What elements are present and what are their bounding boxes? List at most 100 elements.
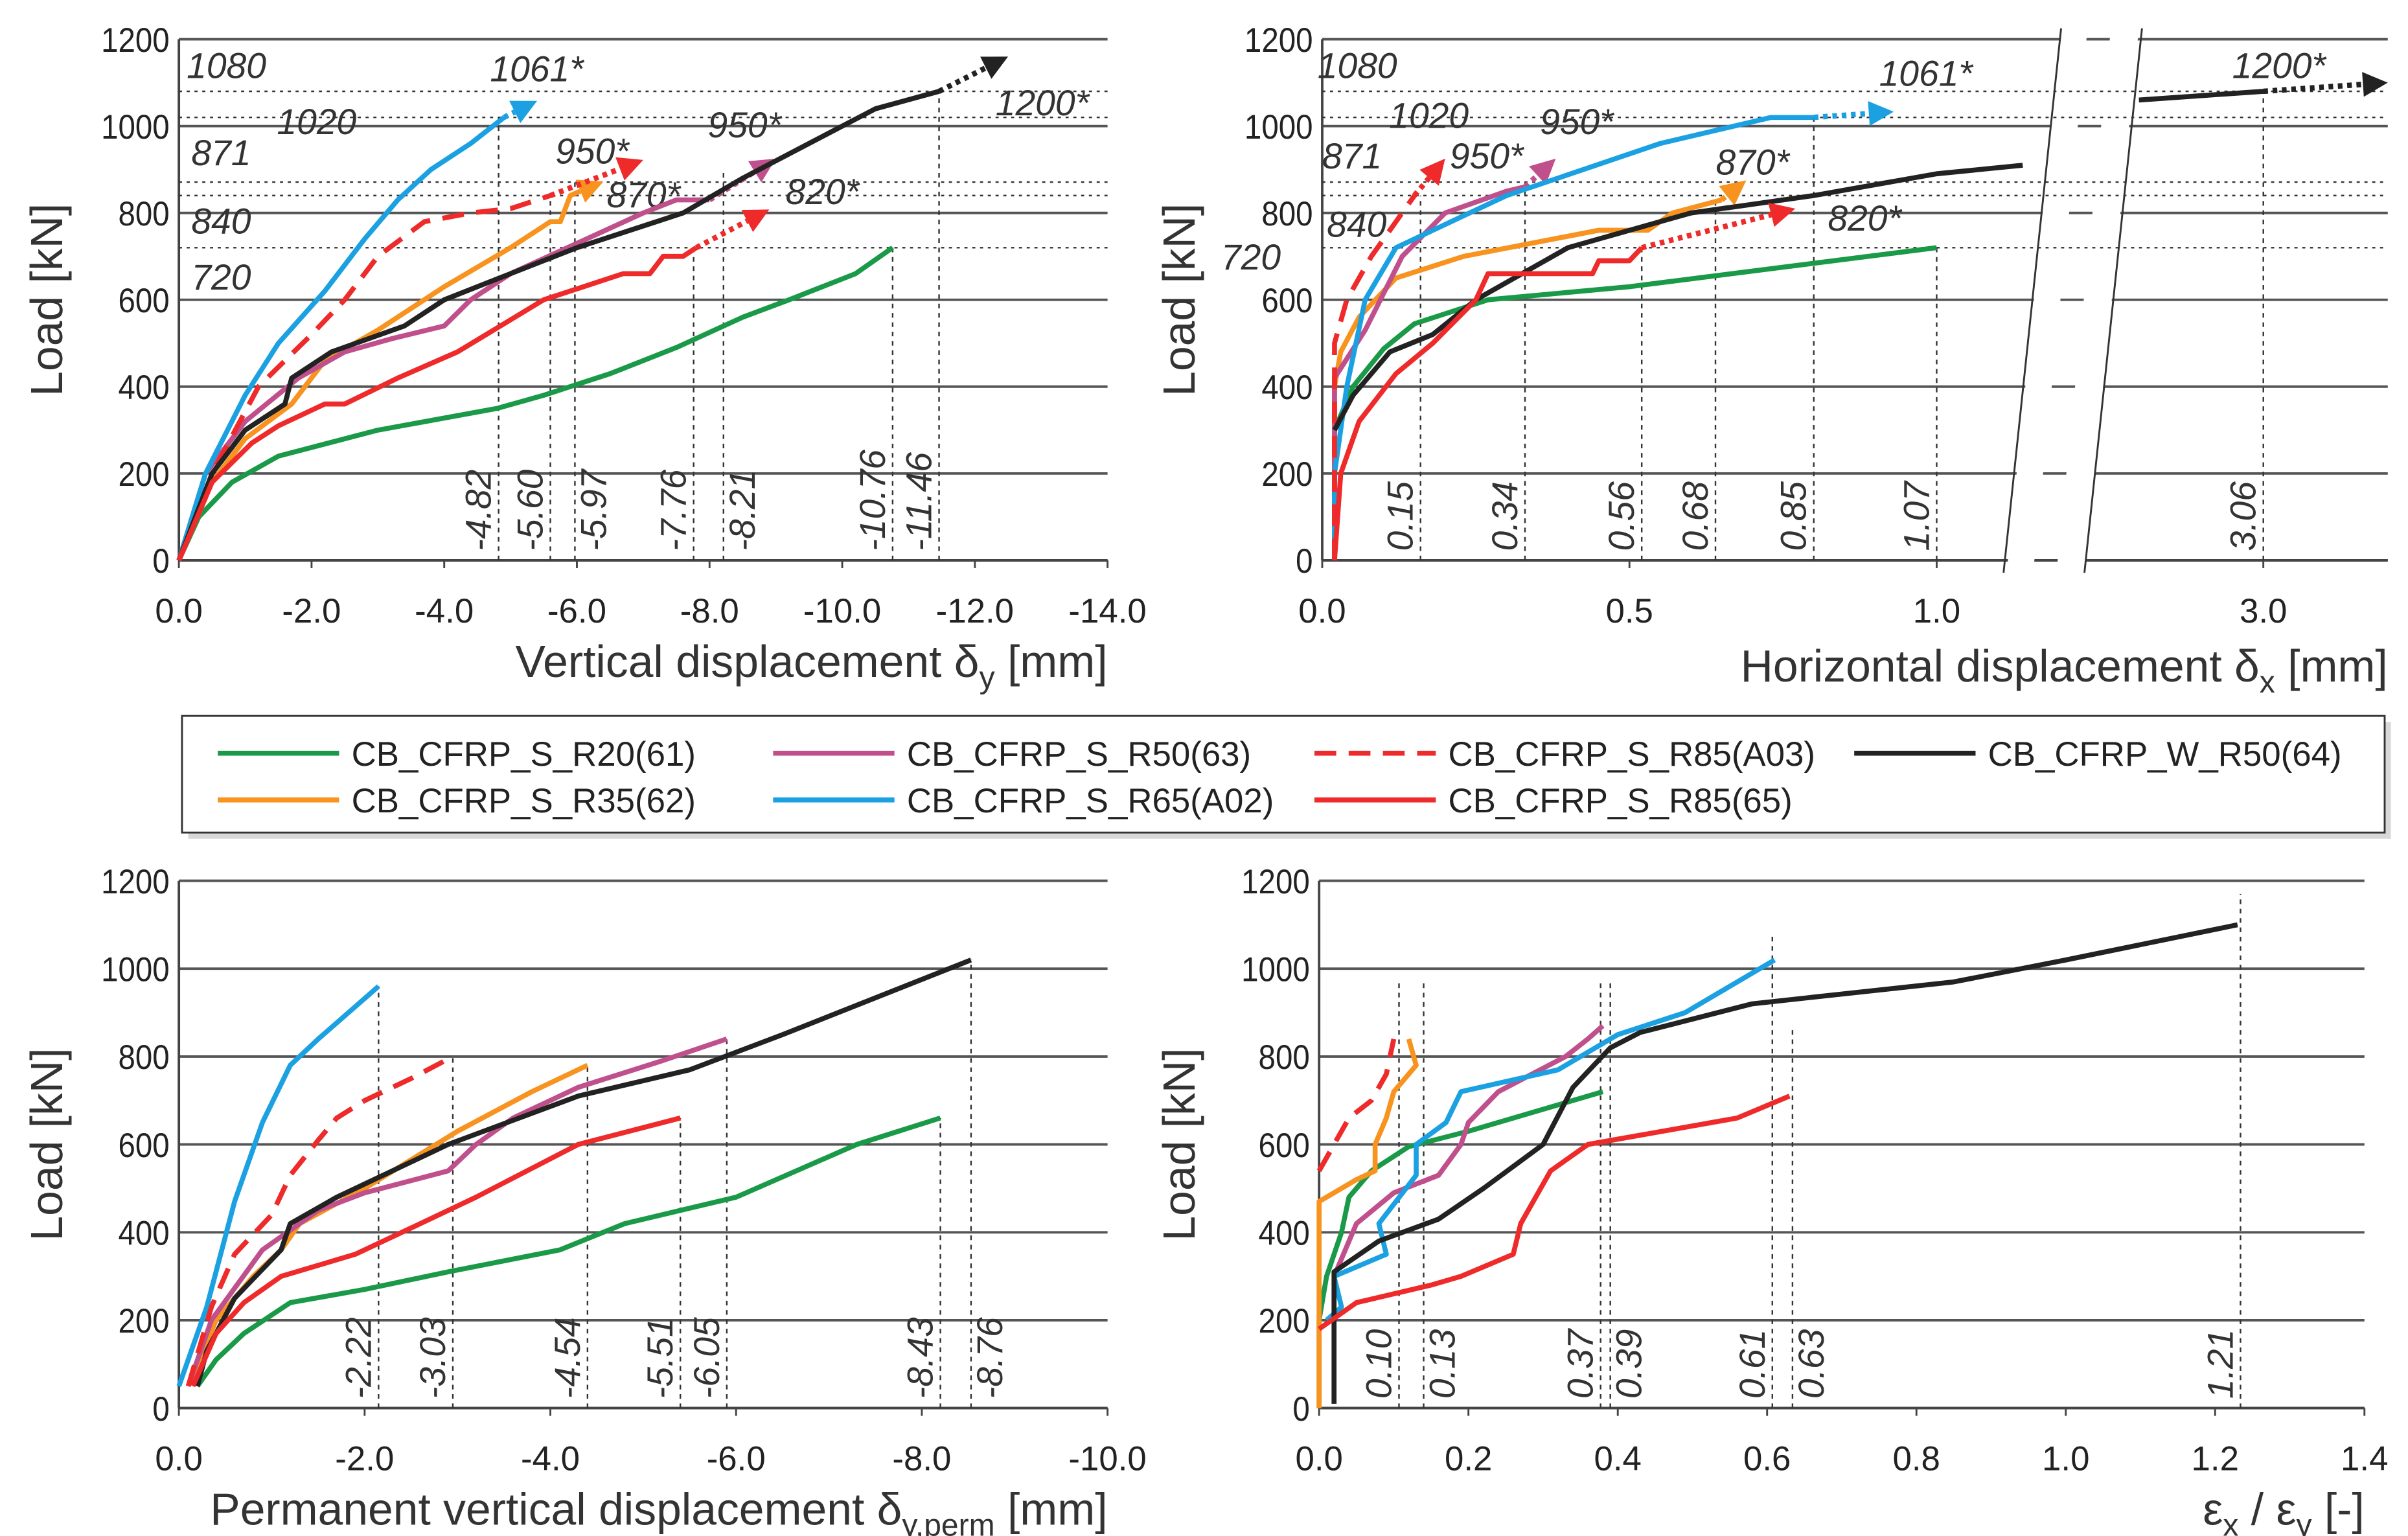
x-axis-title-part: [mm]: [995, 1484, 1108, 1535]
y-tick-label: 400: [118, 1214, 169, 1252]
reference-value-label: -4.82: [459, 470, 499, 551]
arrow-head-icon: [615, 157, 643, 181]
x-axis-title-subscript: x: [2260, 665, 2275, 700]
y-tick-label: 200: [1259, 1302, 1310, 1340]
legend-label: CB_CFRP_S_R20(61): [352, 735, 696, 774]
axis-break-gap: [2006, 28, 2088, 573]
x-tick-label: 3.0: [2240, 592, 2287, 630]
arrow-head-icon: [1529, 158, 1556, 185]
x-axis-title-part: / ε: [2238, 1484, 2296, 1535]
series-extension-dotted: [694, 218, 749, 251]
ultimate-load-label: 950*: [555, 132, 630, 172]
reference-value-label: 3.06: [2223, 481, 2264, 551]
legend-item: CB_CFRP_S_R85(65): [1314, 782, 1793, 820]
legend-label: CB_CFRP_W_R50(64): [1988, 735, 2342, 774]
x-tick-label: 0.2: [1445, 1440, 1492, 1478]
y-tick-label: 200: [118, 1302, 169, 1340]
reference-value-label: -5.97: [573, 468, 613, 551]
x-tick-label: -14.0: [1068, 592, 1146, 630]
y-tick-label: 0: [152, 542, 169, 580]
reference-value-label: 0.85: [1774, 481, 1814, 551]
reference-value-label: 0.37: [1561, 1327, 1601, 1399]
reference-value-label: -6.05: [687, 1317, 727, 1399]
legend-box: [181, 715, 2386, 834]
chart-permanent-vertical-displacement: 0 200 400 600 800 1000 1200 Load [kN] 0.0 -2.0 -4.…: [21, 863, 1147, 1536]
legend-item: CB_CFRP_S_R65(A02): [773, 782, 1274, 820]
x-tick-label: 0.0: [1295, 1440, 1342, 1478]
x-tick-label: 1.0: [1913, 592, 1960, 630]
arrow-head-icon: [509, 100, 538, 124]
x-axis-title-subscript: x: [2223, 1508, 2238, 1536]
y-tick-label: 1200: [101, 863, 170, 901]
reference-value-label: 720: [1221, 237, 1281, 277]
x-tick-label: -2.0: [335, 1440, 394, 1478]
ultimate-load-label: 870*: [1715, 142, 1790, 182]
x-tick-label: -8.0: [680, 592, 739, 630]
ultimate-load-label: 870*: [606, 175, 681, 215]
x-axis-title: Permanent vertical displacement δy,perm …: [210, 1484, 1107, 1536]
reference-value-label: 871: [1322, 136, 1382, 176]
legend-label: CB_CFRP_S_R85(65): [1448, 782, 1792, 820]
legend-item: CB_CFRP_S_R50(63): [773, 735, 1251, 774]
x-axis-title-part: [mm]: [995, 636, 1108, 687]
series-line-r50: [176, 197, 710, 562]
arrow-head-icon: [2362, 72, 2388, 97]
reference-value-label: -4.54: [547, 1317, 588, 1399]
axis-break-gap: [2056, 28, 2139, 573]
reference-value-label: 0.68: [1675, 481, 1715, 551]
reference-value-label: -2.22: [338, 1317, 378, 1399]
y-axis-title: Load [kN]: [21, 203, 72, 396]
arrow-head-icon: [1719, 180, 1747, 206]
reference-value-label: 1020: [277, 102, 356, 142]
series-line-r65: [176, 984, 380, 1387]
series-line-w50: [2139, 89, 2264, 103]
x-axis-title-part: [-]: [2312, 1484, 2365, 1535]
series-extension-dotted: [549, 166, 621, 198]
x-tick-label: 1.4: [2341, 1440, 2388, 1478]
series-line-w50: [1331, 922, 2238, 1404]
x-axis-title-subscript: y: [2297, 1508, 2312, 1536]
series-line-r35: [1316, 1038, 1419, 1408]
y-tick-label: 0: [1296, 542, 1313, 580]
arrow-head-icon: [575, 179, 604, 203]
series-line-r85: [1332, 246, 1644, 561]
arrow-head-icon: [980, 56, 1009, 79]
y-tick-label: 400: [1261, 369, 1313, 407]
series-extension-dotted: [1719, 194, 1728, 202]
x-tick-label: 0.0: [155, 592, 202, 630]
series-line-r65: [1332, 115, 1814, 560]
series-line-r35: [176, 189, 582, 562]
reference-value-label: 0.15: [1381, 481, 1421, 551]
series-line-w50: [194, 957, 972, 1387]
x-tick-label: -10.0: [803, 592, 881, 630]
reference-value-label: 1020: [1389, 95, 1469, 135]
x-tick-label: 0.8: [1893, 1440, 1940, 1478]
y-tick-label: 600: [118, 282, 169, 320]
x-axis-title-part: Horizontal displacement δ: [1741, 641, 2260, 691]
y-tick-label: 600: [1261, 282, 1313, 320]
series-line-r85a03: [176, 193, 551, 562]
y-tick-label: 0: [152, 1390, 169, 1428]
series-line-r50: [1331, 1024, 1605, 1278]
y-tick-label: 600: [1259, 1127, 1310, 1165]
reference-value-label: 0.61: [1732, 1329, 1772, 1399]
reference-value-label: 1080: [187, 46, 266, 86]
legend-item: CB_CFRP_S_R85(A03): [1314, 735, 1815, 774]
reference-value-label: 1.07: [1896, 480, 1936, 551]
legend: CB_CFRP_S_R20(61) CB_CFRP_S_R50(63) CB_CFR…: [181, 715, 2391, 839]
ultimate-load-label: 950*: [1450, 136, 1524, 176]
reference-value-label: 840: [1327, 205, 1386, 245]
reference-value-label: 0.13: [1423, 1329, 1463, 1399]
y-tick-label: 1000: [1244, 108, 1313, 146]
legend-label: CB_CFRP_S_R35(62): [352, 782, 696, 820]
reference-value-label: -11.46: [899, 452, 939, 551]
y-tick-label: 0: [1292, 1390, 1309, 1428]
y-tick-label: 800: [118, 1038, 169, 1077]
series-extension-dotted: [502, 109, 516, 120]
series-line-r20: [195, 1116, 941, 1388]
axis-break-line: [2083, 28, 2143, 573]
y-axis-title: Load [kN]: [1154, 1048, 1204, 1241]
reference-value-label: -5.60: [510, 469, 551, 551]
reference-value-label: 0.56: [1601, 481, 1642, 551]
series-line-w50: [176, 89, 940, 562]
